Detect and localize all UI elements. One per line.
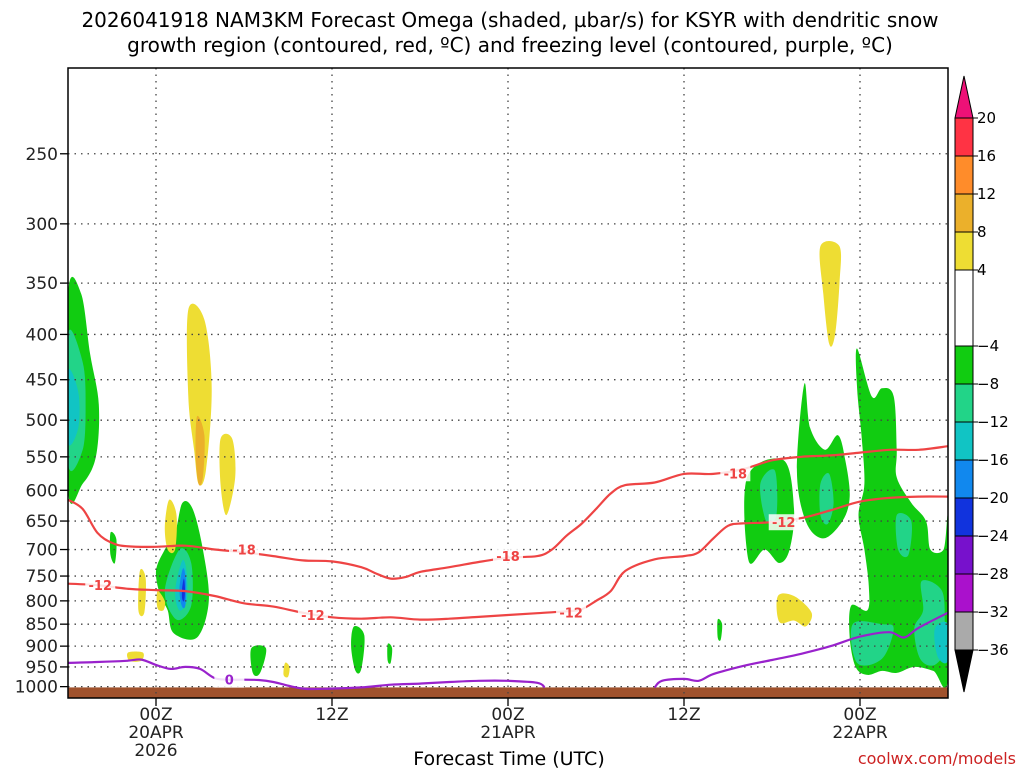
omega-region bbox=[138, 568, 146, 617]
colorbar-bin bbox=[954, 497, 974, 537]
colorbar-bin bbox=[954, 231, 974, 271]
contour-label: -12 bbox=[772, 516, 796, 531]
omega-region bbox=[283, 662, 290, 678]
x-tick-label: 12Z bbox=[315, 705, 348, 725]
colorbar-bin bbox=[954, 269, 974, 347]
omega-region bbox=[760, 469, 778, 524]
colorbar-tick-label: −8 bbox=[977, 375, 999, 393]
y-tick-label: 650 bbox=[26, 512, 58, 532]
y-tick-label: 250 bbox=[26, 145, 58, 165]
colorbar-tick-label: −36 bbox=[977, 641, 1009, 659]
colorbar-tick-label: −12 bbox=[977, 413, 1009, 431]
contour-label: -18 bbox=[232, 544, 256, 559]
omega-region bbox=[387, 643, 393, 664]
omega-region bbox=[796, 383, 850, 539]
omega-region bbox=[156, 590, 166, 611]
colorbar-tick-label: 12 bbox=[977, 185, 996, 203]
omega-region bbox=[109, 531, 117, 564]
y-tick-label: 850 bbox=[26, 615, 58, 635]
x-tick-label: 22APR bbox=[832, 723, 888, 743]
contour-label: 0 bbox=[225, 674, 234, 689]
x-tick-label: 00Z bbox=[139, 705, 172, 725]
y-tick-label: 600 bbox=[26, 481, 58, 501]
colorbar-tick-label: −20 bbox=[977, 489, 1009, 507]
contour-line bbox=[68, 658, 546, 691]
colorbar-bin bbox=[954, 611, 974, 651]
x-tick-label: 21APR bbox=[480, 723, 536, 743]
omega-region bbox=[250, 645, 267, 677]
omega-region bbox=[195, 415, 205, 486]
contour-label: -12 bbox=[301, 609, 325, 624]
omega-region bbox=[895, 513, 913, 558]
omega-region bbox=[351, 625, 365, 674]
omega-region bbox=[819, 240, 842, 347]
colorbar-tick-label: 16 bbox=[977, 147, 996, 165]
x-axis-title: Forecast Time (UTC) bbox=[413, 748, 604, 768]
omega-region bbox=[164, 499, 177, 554]
y-tick-label: 700 bbox=[26, 541, 58, 561]
y-tick-label: 750 bbox=[26, 567, 58, 587]
contour-label: -18 bbox=[496, 550, 520, 565]
colorbar-tick-label: −4 bbox=[977, 337, 999, 355]
colorbar-tick-label: −24 bbox=[977, 527, 1009, 545]
colorbar-bin bbox=[954, 535, 974, 575]
x-tick-label: 12Z bbox=[667, 705, 700, 725]
y-axis-ticks: 2503003504004505005506006507007508008509… bbox=[15, 145, 68, 698]
contour-label: -12 bbox=[89, 579, 113, 594]
colorbar-tick-label: 8 bbox=[977, 223, 987, 241]
y-tick-label: 800 bbox=[26, 592, 58, 612]
colorbar-tick-label: −16 bbox=[977, 451, 1009, 469]
colorbar-bin bbox=[954, 459, 974, 499]
y-tick-label: 300 bbox=[26, 215, 58, 235]
colorbar-bin bbox=[954, 421, 974, 461]
y-tick-label: 450 bbox=[26, 371, 58, 391]
y-tick-label: 1000 bbox=[15, 678, 58, 698]
x-tick-label: 00Z bbox=[843, 705, 876, 725]
contour-lines: -18 -18 -18 -12 -12 -12 -12 0 bbox=[68, 445, 948, 691]
grid-lines bbox=[68, 68, 948, 698]
site-credit: coolwx.com/models bbox=[858, 749, 1016, 768]
y-tick-label: 400 bbox=[26, 325, 58, 345]
x-tick-label: 00Z bbox=[491, 705, 524, 725]
omega-region bbox=[68, 369, 80, 446]
y-tick-label: 550 bbox=[26, 448, 58, 468]
omega-region bbox=[934, 621, 948, 664]
omega-region bbox=[219, 433, 236, 516]
colorbar: 20 16 12 8 4 −4 −8 −12 −16 −20 −24 −28 −32 −36 bbox=[954, 75, 1009, 693]
colorbar-bin bbox=[954, 117, 974, 157]
colorbar-under-arrow bbox=[954, 649, 974, 693]
y-tick-label: 950 bbox=[26, 658, 58, 678]
y-tick-label: 900 bbox=[26, 637, 58, 657]
contour-label: -12 bbox=[559, 607, 583, 622]
chart-title-line1: 2026041918 NAM3KM Forecast Omega (shaded… bbox=[81, 8, 938, 32]
colorbar-bin bbox=[954, 573, 974, 613]
y-tick-label: 350 bbox=[26, 274, 58, 294]
colorbar-tick-label: 4 bbox=[977, 261, 987, 279]
omega-shading bbox=[68, 240, 948, 689]
colorbar-tick-label: −32 bbox=[977, 603, 1009, 621]
x-tick-label: 20APR bbox=[128, 723, 184, 743]
colorbar-bin bbox=[954, 193, 974, 233]
contour-label: -18 bbox=[724, 467, 748, 482]
omega-region bbox=[776, 593, 813, 627]
colorbar-bin bbox=[954, 345, 974, 385]
y-tick-label: 500 bbox=[26, 411, 58, 431]
colorbar-bin bbox=[954, 155, 974, 195]
x-tick-label: 2026 bbox=[134, 741, 177, 761]
colorbar-tick-label: −28 bbox=[977, 565, 1009, 583]
omega-region bbox=[186, 303, 212, 486]
colorbar-over-arrow bbox=[954, 75, 974, 119]
contour-line bbox=[653, 611, 948, 689]
chart-title-line2: growth region (contoured, red, ºC) and f… bbox=[127, 33, 893, 57]
colorbar-tick-label: 20 bbox=[977, 109, 996, 127]
colorbar-bin bbox=[954, 383, 974, 423]
